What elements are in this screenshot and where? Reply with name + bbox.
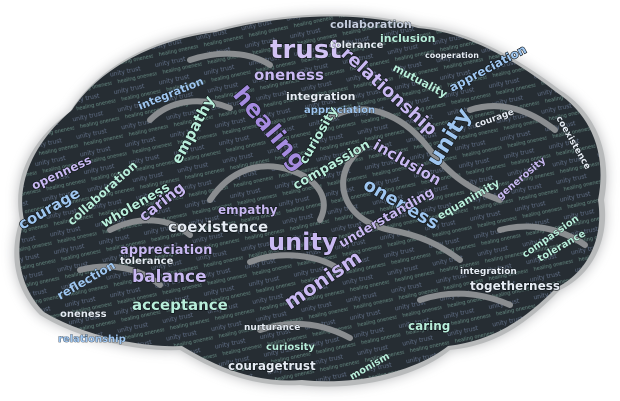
- word-inclusion-top: inclusion: [380, 32, 435, 45]
- word-tolerance: tolerance: [330, 40, 384, 51]
- word-collaboration: collaboration: [330, 18, 412, 31]
- word-oneness-low: oneness: [60, 309, 107, 320]
- word-curiosity-low: curiosity: [266, 342, 315, 353]
- word-coexistence: coexistence: [168, 218, 268, 236]
- word-togetherness: togetherness: [470, 279, 560, 293]
- word-healing-left: appreciation: [120, 243, 212, 258]
- word-integration: integration: [286, 90, 355, 103]
- word-empathy-mid: empathy: [218, 203, 278, 217]
- word-trust: trust: [270, 35, 342, 65]
- word-couragetrust: couragetrust: [228, 359, 316, 373]
- word-integration-right: integration: [460, 267, 517, 277]
- word-cooperation: cooperation: [425, 51, 479, 60]
- word-oneness: oneness: [254, 66, 324, 84]
- word-healing-small: appreciation: [304, 105, 375, 116]
- word-balance: balance: [132, 267, 207, 287]
- word-caring-right: caring: [408, 319, 450, 333]
- word-nurturance: nurturance: [244, 323, 300, 333]
- brain-folds: [77, 50, 588, 341]
- word-relationship-low: relationship: [58, 334, 126, 345]
- word-tolerance-left: tolerance: [120, 256, 174, 267]
- word-acceptance: acceptance: [132, 296, 228, 314]
- word-unity: unity: [268, 228, 338, 256]
